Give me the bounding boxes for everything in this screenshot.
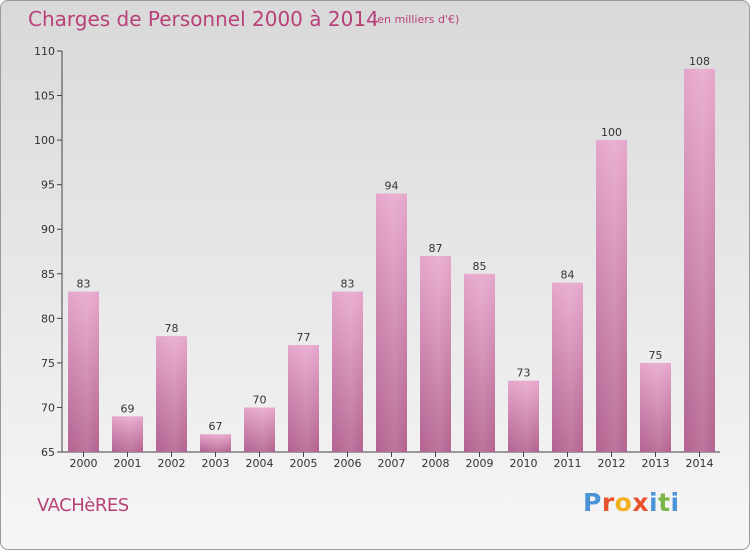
chart-subtitle: (en milliers d'€)	[373, 13, 460, 26]
x-tick-label: 2005	[290, 457, 318, 470]
data-label: 67	[209, 420, 223, 433]
bar-highlight	[376, 193, 407, 453]
y-tick-label: 85	[41, 268, 55, 281]
data-label: 108	[689, 55, 710, 68]
data-label: 87	[429, 242, 443, 255]
commune-name: VACHèRES	[37, 495, 129, 516]
data-label: 85	[473, 260, 487, 273]
x-tick-label: 2003	[202, 457, 230, 470]
data-label: 94	[385, 180, 399, 193]
data-label: 70	[253, 393, 267, 406]
logo-letter: i	[649, 488, 659, 517]
x-tick-label: 2014	[686, 457, 714, 470]
bar-highlight	[420, 255, 451, 452]
bar-highlight	[640, 362, 671, 452]
y-tick-label: 105	[34, 90, 55, 103]
y-tick-label: 70	[41, 401, 55, 414]
x-tick-label: 2000	[70, 457, 98, 470]
x-tick-label: 2013	[642, 457, 670, 470]
logo-letter: x	[632, 488, 649, 517]
x-tick-label: 2008	[422, 457, 450, 470]
bar-highlight	[464, 273, 495, 452]
y-tick-label: 110	[34, 45, 55, 58]
logo-letter: P	[583, 488, 602, 517]
data-label: 83	[77, 278, 91, 291]
x-tick-label: 2010	[510, 457, 538, 470]
logo-letter: t	[658, 488, 671, 517]
bar-highlight	[684, 68, 715, 453]
y-tick-label: 95	[41, 179, 55, 192]
bar-highlight	[596, 140, 627, 452]
bar-highlight	[508, 380, 539, 452]
y-tick-label: 65	[41, 446, 55, 459]
y-tick-label: 80	[41, 312, 55, 325]
logo-letter: i	[670, 488, 680, 517]
bar-highlight	[68, 291, 99, 452]
data-label: 84	[561, 269, 575, 282]
x-tick-label: 2009	[466, 457, 494, 470]
x-tick-label: 2007	[378, 457, 406, 470]
x-tick-label: 2001	[114, 457, 142, 470]
y-tick-label: 100	[34, 134, 55, 147]
chart-title: Charges de Personnel 2000 à 2014	[28, 7, 379, 31]
x-tick-label: 2012	[598, 457, 626, 470]
x-tick-label: 2002	[158, 457, 186, 470]
logo-letter: o	[614, 488, 633, 517]
data-label: 75	[649, 349, 663, 362]
bar-highlight	[156, 336, 187, 452]
y-tick-label: 90	[41, 223, 55, 236]
logo-letter: r	[601, 488, 615, 517]
bar-highlight	[288, 345, 319, 452]
bar-highlight	[552, 282, 583, 452]
bar-highlight	[244, 407, 275, 452]
bar-highlight	[112, 416, 143, 452]
data-label: 100	[601, 126, 622, 139]
data-label: 69	[121, 402, 135, 415]
bar-highlight	[200, 434, 231, 452]
x-tick-label: 2004	[246, 457, 274, 470]
x-tick-label: 2006	[334, 457, 362, 470]
x-tick-label: 2011	[554, 457, 582, 470]
data-label: 78	[165, 322, 179, 335]
proxiti-logo: Proxiti	[583, 488, 680, 517]
data-label: 77	[297, 331, 311, 344]
data-label: 83	[341, 278, 355, 291]
data-label: 73	[517, 367, 531, 380]
y-tick-label: 75	[41, 357, 55, 370]
bar-highlight	[332, 291, 363, 452]
